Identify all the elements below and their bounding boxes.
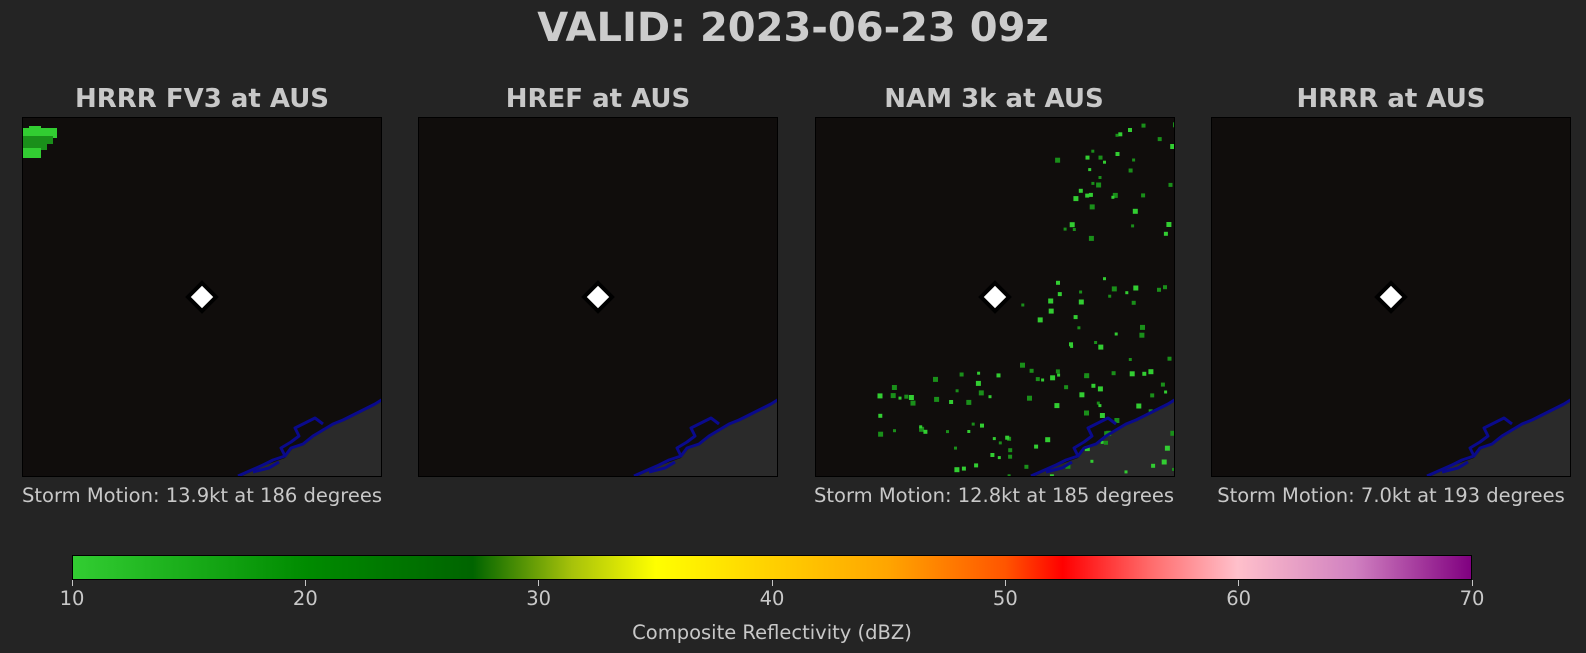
colorbar-tick-label: 70 [1459, 587, 1485, 610]
colorbar-tick [71, 580, 73, 586]
reflectivity-colorbar [72, 555, 1472, 580]
colorbar-label: Composite Reflectivity (dBZ) [632, 621, 912, 644]
bay-outline [1468, 416, 1513, 457]
panel-title-hrrr-fv3: HRRR FV3 at AUS [74, 84, 330, 114]
map-canvas [1374, 280, 1570, 476]
bay-outline [279, 416, 324, 457]
colorbar-tick-label: 10 [59, 587, 85, 610]
map-panel-href[interactable] [418, 117, 778, 477]
colorbar-tick-label: 20 [292, 587, 318, 610]
map-panel-hrrr[interactable] [1211, 117, 1571, 477]
coastline-island [1441, 460, 1469, 474]
main-title: VALID: 2023-06-23 09z [537, 5, 1049, 51]
storm-motion-hrrr-fv3: Storm Motion: 13.9kt at 186 degrees [22, 484, 382, 507]
map-panel-nam-3k[interactable] [815, 117, 1175, 477]
reflectivity-echoes [877, 122, 1174, 476]
colorbar-tick [771, 580, 773, 586]
colorbar-tick [1471, 580, 1473, 586]
map-panel-hrrr-fv3[interactable] [22, 117, 382, 477]
colorbar-tick-label: 60 [1226, 587, 1252, 610]
colorbar-tick [1004, 580, 1006, 586]
coastline [237, 398, 381, 476]
coastline-island [648, 460, 676, 474]
colorbar-tick-label: 30 [526, 587, 552, 610]
station-marker-icon [581, 280, 615, 314]
coastline [1030, 398, 1174, 476]
coastline [1426, 398, 1570, 476]
bay-outline [675, 416, 720, 457]
colorbar-tick [304, 580, 306, 586]
colorbar-tick [1238, 580, 1240, 586]
colorbar-tick-label: 40 [759, 587, 785, 610]
coastline-island [1045, 460, 1073, 474]
map-canvas [581, 280, 777, 476]
station-marker-icon [185, 280, 219, 314]
storm-motion-hrrr: Storm Motion: 7.0kt at 193 degrees [1217, 484, 1565, 507]
map-canvas [23, 126, 381, 476]
reflectivity-echo [23, 126, 57, 158]
map-canvas [877, 122, 1174, 476]
colorbar-tick [538, 580, 540, 586]
colorbar-tick-label: 50 [992, 587, 1018, 610]
panel-title-hrrr: HRRR at AUS [1296, 84, 1486, 114]
storm-motion-nam-3k: Storm Motion: 12.8kt at 185 degrees [814, 484, 1174, 507]
coastline [633, 398, 777, 476]
panel-title-href: HREF at AUS [505, 84, 691, 114]
panel-title-nam-3k: NAM 3k at AUS [884, 84, 1104, 114]
coastline-island [252, 460, 280, 474]
station-marker-icon [978, 280, 1012, 314]
station-marker-icon [1374, 280, 1408, 314]
bay-outline [1072, 416, 1117, 457]
